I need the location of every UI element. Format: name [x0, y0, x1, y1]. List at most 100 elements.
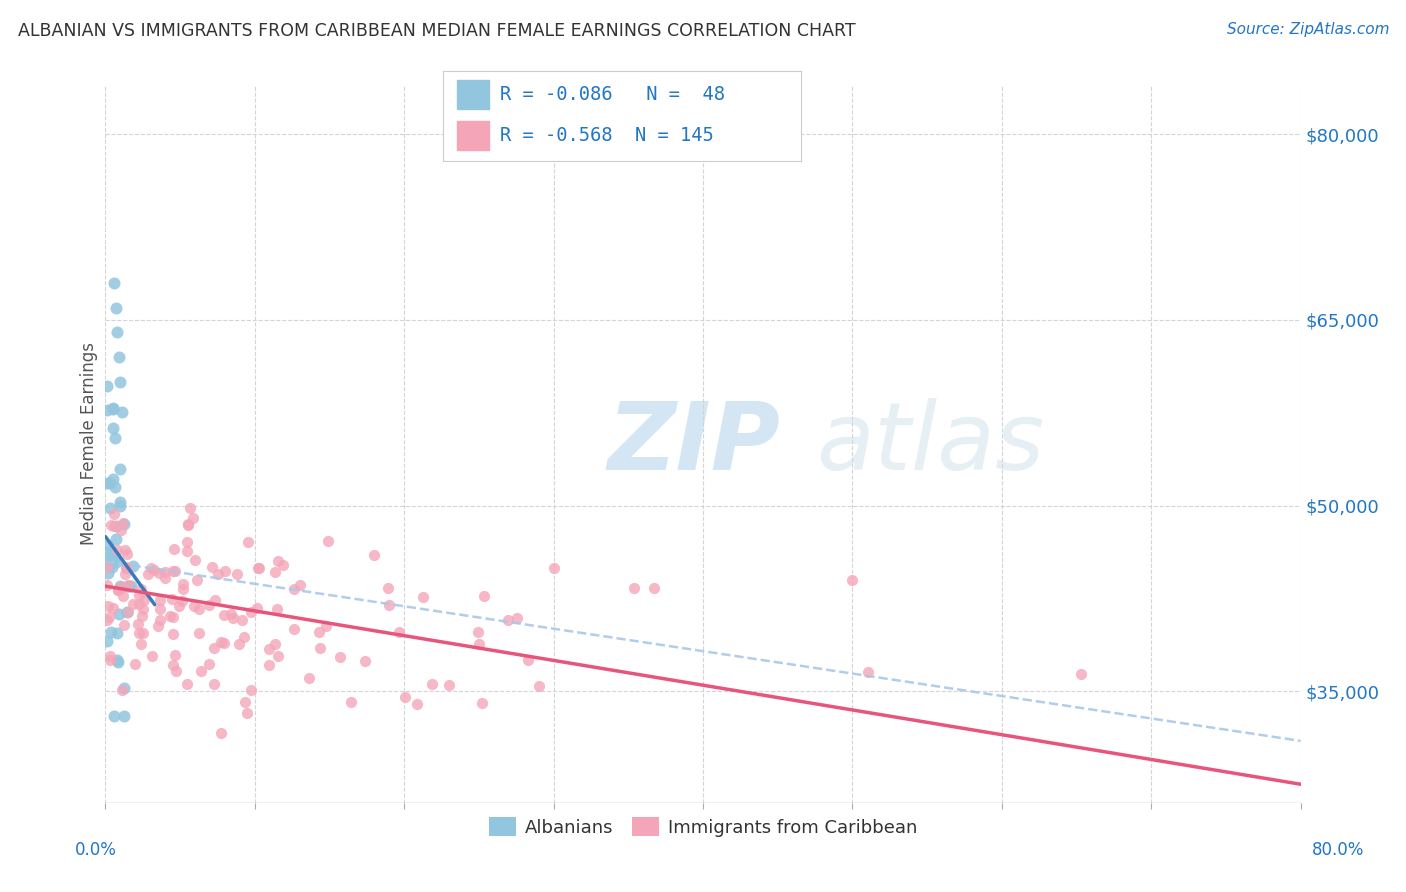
- Text: Source: ZipAtlas.com: Source: ZipAtlas.com: [1226, 22, 1389, 37]
- Point: [105, 626, 128, 640]
- Point: [177, 517, 200, 532]
- Point: [103, 519, 125, 533]
- Point: [127, 617, 149, 632]
- Point: [108, 494, 131, 508]
- Point: [104, 519, 127, 533]
- Point: [283, 582, 305, 596]
- Point: [112, 516, 135, 531]
- Point: [309, 640, 332, 655]
- Point: [235, 706, 257, 721]
- Point: [516, 653, 538, 667]
- Point: [187, 602, 209, 616]
- Point: [198, 598, 221, 612]
- Point: [298, 671, 321, 685]
- Point: [98, 653, 121, 667]
- Point: [117, 606, 139, 620]
- Text: 80.0%: 80.0%: [1312, 840, 1365, 858]
- Point: [623, 581, 645, 595]
- Point: [162, 592, 184, 607]
- Point: [96, 560, 118, 574]
- Point: [163, 648, 186, 663]
- Point: [128, 588, 150, 602]
- Point: [214, 564, 236, 578]
- Point: [118, 579, 141, 593]
- Point: [209, 725, 232, 739]
- Point: [263, 637, 285, 651]
- Point: [115, 547, 138, 561]
- Point: [97, 545, 120, 559]
- Point: [103, 550, 125, 565]
- Point: [186, 573, 208, 587]
- Point: [96, 555, 118, 569]
- Point: [257, 642, 280, 657]
- Point: [121, 597, 143, 611]
- Point: [353, 654, 375, 668]
- Point: [197, 657, 219, 671]
- Point: [841, 573, 863, 587]
- Point: [149, 592, 172, 607]
- Y-axis label: Median Female Earnings: Median Female Earnings: [80, 343, 98, 545]
- Text: ZIP: ZIP: [607, 398, 780, 490]
- Point: [308, 625, 330, 640]
- Point: [124, 657, 146, 672]
- Point: [240, 683, 263, 698]
- Point: [100, 500, 122, 515]
- Point: [142, 563, 165, 577]
- Text: atlas: atlas: [817, 398, 1045, 490]
- Point: [239, 605, 262, 619]
- Point: [406, 697, 429, 711]
- Point: [98, 649, 121, 664]
- Bar: [457, 121, 489, 150]
- Text: R = -0.568  N = 145: R = -0.568 N = 145: [501, 126, 714, 145]
- Point: [148, 613, 170, 627]
- Point: [201, 560, 224, 574]
- Point: [111, 405, 134, 419]
- Point: [190, 664, 212, 678]
- Point: [212, 608, 235, 623]
- Point: [105, 542, 128, 557]
- Point: [105, 653, 128, 667]
- Point: [183, 599, 205, 613]
- Point: [219, 607, 242, 621]
- Point: [247, 561, 270, 575]
- Point: [131, 626, 153, 640]
- Point: [97, 539, 120, 553]
- Point: [103, 480, 125, 494]
- Point: [115, 559, 138, 574]
- Point: [315, 619, 337, 633]
- Point: [412, 591, 434, 605]
- Point: [271, 558, 294, 572]
- Point: [131, 609, 153, 624]
- Point: [96, 403, 118, 417]
- Point: [169, 599, 191, 614]
- Point: [101, 472, 124, 486]
- Point: [120, 579, 142, 593]
- Point: [202, 640, 225, 655]
- Point: [176, 677, 198, 691]
- Point: [543, 560, 565, 574]
- Point: [110, 523, 132, 537]
- Point: [100, 549, 122, 563]
- Point: [316, 534, 339, 549]
- Point: [165, 664, 187, 678]
- Point: [437, 678, 460, 692]
- Point: [98, 476, 121, 491]
- Point: [209, 634, 232, 648]
- Point: [643, 581, 665, 595]
- Point: [163, 541, 186, 556]
- Point: [155, 571, 177, 585]
- Point: [101, 401, 124, 416]
- Point: [181, 510, 204, 524]
- Point: [98, 557, 121, 571]
- Point: [100, 518, 122, 533]
- Point: [129, 582, 152, 596]
- Point: [232, 631, 254, 645]
- Point: [506, 610, 529, 624]
- Point: [222, 611, 245, 625]
- Point: [107, 655, 129, 669]
- Point: [856, 665, 879, 679]
- Point: [162, 565, 184, 579]
- Point: [101, 401, 124, 416]
- Point: [468, 637, 491, 651]
- Point: [138, 567, 160, 582]
